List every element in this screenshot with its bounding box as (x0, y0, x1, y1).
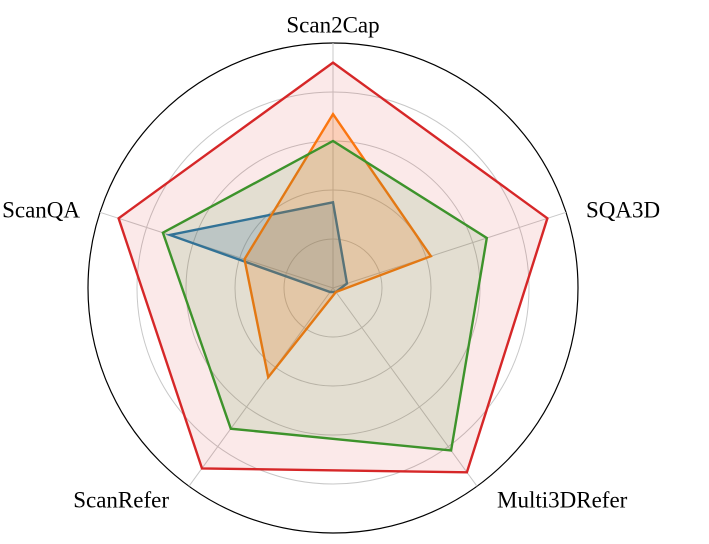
axis-label-scanrefer: ScanRefer (73, 487, 169, 512)
axis-label-scanqa: ScanQA (2, 198, 80, 223)
spoke-1 (332, 211, 567, 289)
radar-series (117, 61, 549, 474)
axis-labels: Scan2Cap SQA3D Multi3DRefer ScanRefer ScanQA (2, 12, 660, 512)
series-2-area (161, 139, 489, 452)
spoke-3 (188, 287, 334, 487)
radar-grid (87, 42, 579, 534)
series-1-area (243, 111, 433, 380)
axis-label-scan2cap: Scan2Cap (286, 12, 379, 37)
spoke-2 (332, 287, 478, 487)
series-3-area (117, 61, 549, 474)
spoke-4 (99, 211, 334, 289)
series-0-area (165, 200, 349, 294)
axis-label-sqa3d: SQA3D (586, 198, 660, 223)
axis-label-multi3drefer: Multi3DRefer (497, 487, 628, 512)
